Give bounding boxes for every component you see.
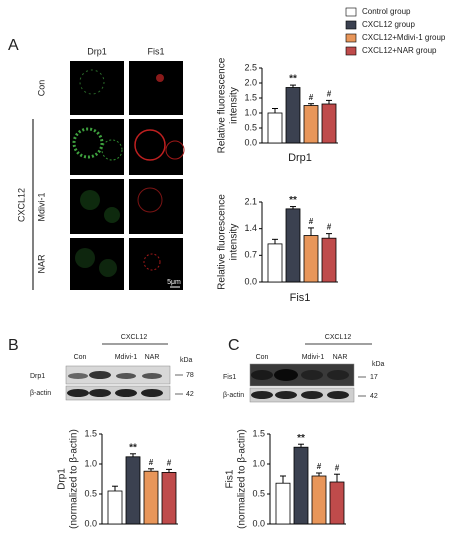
significance-label: #	[167, 459, 172, 468]
bar	[293, 446, 309, 525]
panel-label: A	[8, 37, 19, 54]
unit-label: kDa	[180, 357, 193, 364]
bar	[285, 208, 301, 283]
y-tick-label: 1.0	[84, 458, 97, 468]
bar	[303, 235, 319, 283]
significance-label: #	[327, 90, 332, 99]
row-label: Mdivi-1	[36, 192, 46, 221]
y-tick-label: 0.7	[244, 250, 257, 260]
blot	[65, 365, 183, 401]
scale-bar-label: 5μm	[167, 279, 181, 286]
y-tick-label: 1.5	[244, 92, 257, 102]
bar	[267, 112, 283, 144]
y-tick-label: 1.5	[252, 428, 265, 438]
kda-label: 78	[186, 372, 194, 379]
legend-swatch	[345, 46, 357, 56]
significance-label: **	[297, 433, 305, 444]
blot	[249, 363, 366, 403]
y-tick-label: 0.0	[252, 518, 265, 528]
lane-label: Con	[74, 354, 87, 361]
bar	[275, 482, 291, 525]
y-axis-label: Relative fluorescence	[217, 57, 228, 153]
y-axis-label: Relative fluorescence	[217, 194, 228, 290]
column-label: Fis1	[147, 46, 164, 56]
group-label: CXCL12	[16, 188, 26, 222]
y-tick-label: 0.0	[244, 137, 257, 147]
y-tick-label: 2.0	[244, 77, 257, 87]
lane-label: NAR	[145, 354, 160, 361]
y-tick-label: 2.1	[244, 196, 257, 206]
y-tick-label: 1.0	[244, 107, 257, 117]
significance-label: #	[309, 217, 314, 226]
bar	[321, 103, 337, 144]
legend-label: CXCL12 group	[362, 20, 415, 29]
y-axis-label: (normalized to β-actin)	[237, 429, 248, 529]
legend-swatch	[345, 20, 357, 30]
significance-label: #	[327, 223, 332, 232]
kda-label: 42	[370, 393, 378, 400]
legend-label: CXCL12+NAR group	[362, 46, 437, 55]
y-tick-label: 1.0	[252, 458, 265, 468]
bar	[267, 243, 283, 283]
y-tick-label: 2.5	[244, 62, 257, 72]
x-axis-label: Drp1	[288, 152, 312, 164]
bar	[303, 105, 319, 144]
unit-label: kDa	[372, 361, 385, 368]
significance-label: **	[129, 442, 137, 453]
group-label: CXCL12	[121, 334, 148, 341]
bar	[321, 237, 337, 283]
significance-label: **	[289, 195, 297, 206]
significance-label: #	[317, 462, 322, 471]
y-tick-label: 0.0	[84, 518, 97, 528]
y-axis-label: (normalized to β-actin)	[69, 429, 80, 529]
lane-label: Mdivi-1	[115, 354, 138, 361]
bar	[161, 471, 177, 525]
bar	[329, 481, 345, 525]
band-label: Fis1	[223, 374, 236, 381]
x-axis-label: Fis1	[290, 292, 311, 304]
y-axis-label: intensity	[229, 224, 240, 261]
bar	[311, 475, 327, 525]
panel-label: C	[228, 337, 240, 354]
bar	[107, 490, 123, 525]
y-axis-label: Drp1	[57, 468, 68, 490]
y-axis-label: Fis1	[225, 469, 236, 488]
band-label: β-actin	[223, 392, 244, 399]
significance-label: #	[335, 463, 340, 472]
column-label: Drp1	[87, 46, 107, 56]
band-label: β-actin	[30, 390, 51, 397]
y-tick-label: 0.5	[84, 488, 97, 498]
y-axis-label: intensity	[229, 87, 240, 124]
bar	[125, 456, 141, 525]
legend-label: Control group	[362, 7, 411, 16]
y-tick-label: 1.4	[244, 223, 257, 233]
group-label: CXCL12	[325, 334, 352, 341]
y-tick-label: 0.5	[252, 488, 265, 498]
panel-label: B	[8, 337, 19, 354]
significance-label: **	[289, 74, 297, 85]
y-tick-label: 0.0	[244, 276, 257, 286]
row-label: Con	[36, 80, 46, 97]
kda-label: 17	[370, 374, 378, 381]
bar	[285, 87, 301, 144]
legend-swatch	[345, 33, 357, 43]
row-label: NAR	[36, 254, 46, 274]
lane-label: Con	[256, 354, 269, 361]
lane-label: Mdivi-1	[302, 354, 325, 361]
y-tick-label: 0.5	[244, 122, 257, 132]
lane-label: NAR	[333, 354, 348, 361]
significance-label: #	[149, 458, 154, 467]
micrographs	[70, 61, 185, 290]
legend-swatch	[345, 7, 357, 17]
legend-label: CXCL12+Mdivi-1 group	[362, 33, 446, 42]
bar	[143, 470, 159, 525]
y-tick-label: 1.5	[84, 428, 97, 438]
significance-label: #	[309, 93, 314, 102]
band-label: Drp1	[30, 373, 45, 380]
kda-label: 42	[186, 391, 194, 398]
